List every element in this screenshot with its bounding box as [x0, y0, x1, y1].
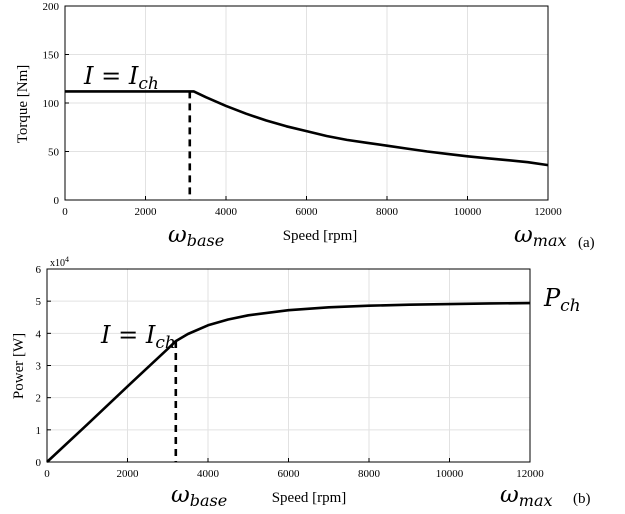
y-tick-label: 50	[48, 147, 60, 159]
torque-panel-label: (a)	[578, 235, 595, 251]
power-omega-base-label: ωbase	[171, 482, 227, 510]
x-tick-label: 2000	[117, 468, 140, 480]
power-curve	[46, 301, 531, 463]
torque-omega-max-label: ωmax	[514, 222, 567, 250]
torque-y-ticks: 0 50 100 150 200	[43, 1, 69, 207]
torque-curve	[65, 90, 549, 167]
x-tick-label: 6000	[278, 468, 301, 480]
power-y-exponent: x104	[50, 255, 69, 269]
y-tick-label: 1	[36, 425, 42, 437]
y-tick-label: 2	[36, 393, 42, 405]
torque-grid	[65, 6, 548, 200]
torque-y-axis-label: Torque [Nm]	[15, 65, 31, 144]
y-tick-label: 150	[43, 50, 60, 62]
torque-x-axis-label: Speed [rpm]	[283, 228, 358, 244]
power-omega-max-label: ωmax	[500, 482, 553, 510]
power-panel-label: (b)	[573, 491, 591, 507]
x-tick-label: 2000	[135, 206, 158, 218]
x-tick-label: 12000	[516, 468, 544, 480]
power-y-ticks: 0 1 2 3 4 5 6	[36, 264, 51, 469]
torque-omega-base-label: ωbase	[168, 222, 224, 250]
x-tick-label: 8000	[358, 468, 381, 480]
y-tick-label: 200	[43, 1, 60, 13]
y-tick-label: 3	[36, 361, 42, 373]
torque-x-ticks: 0 2000 4000 6000 8000 10000 12000	[62, 196, 562, 218]
y-tick-label: 100	[43, 98, 60, 110]
y-tick-label: 6	[36, 264, 42, 276]
power-pch-annotation: Pch	[543, 284, 581, 316]
y-tick-label: 0	[54, 195, 60, 207]
x-tick-label: 10000	[436, 468, 464, 480]
power-x-ticks: 0 2000 4000 6000 8000 10000 12000	[44, 458, 544, 480]
x-tick-label: 8000	[376, 206, 399, 218]
x-tick-label: 0	[44, 468, 50, 480]
power-panel: 0 2000 4000 6000 8000 10000 12000 0 1 2 3 4 5 6 x104…	[11, 255, 591, 510]
x-tick-label: 10000	[454, 206, 482, 218]
power-y-axis-label: Power [W]	[11, 333, 27, 399]
y-tick-label: 4	[36, 328, 42, 340]
y-tick-label: 0	[36, 457, 42, 469]
torque-panel: 0 2000 4000 6000 8000 10000 12000 0 50 100 150 200…	[15, 1, 595, 251]
power-x-axis-label: Speed [rpm]	[272, 490, 347, 506]
x-tick-label: 4000	[215, 206, 238, 218]
x-tick-label: 0	[62, 206, 68, 218]
torque-current-annotation: I = Ich	[83, 62, 159, 94]
x-tick-label: 12000	[534, 206, 562, 218]
x-tick-label: 4000	[197, 468, 220, 480]
power-current-annotation: I = Ich	[100, 321, 176, 353]
power-grid	[47, 269, 530, 462]
y-tick-label: 5	[36, 296, 42, 308]
x-tick-label: 6000	[296, 206, 319, 218]
